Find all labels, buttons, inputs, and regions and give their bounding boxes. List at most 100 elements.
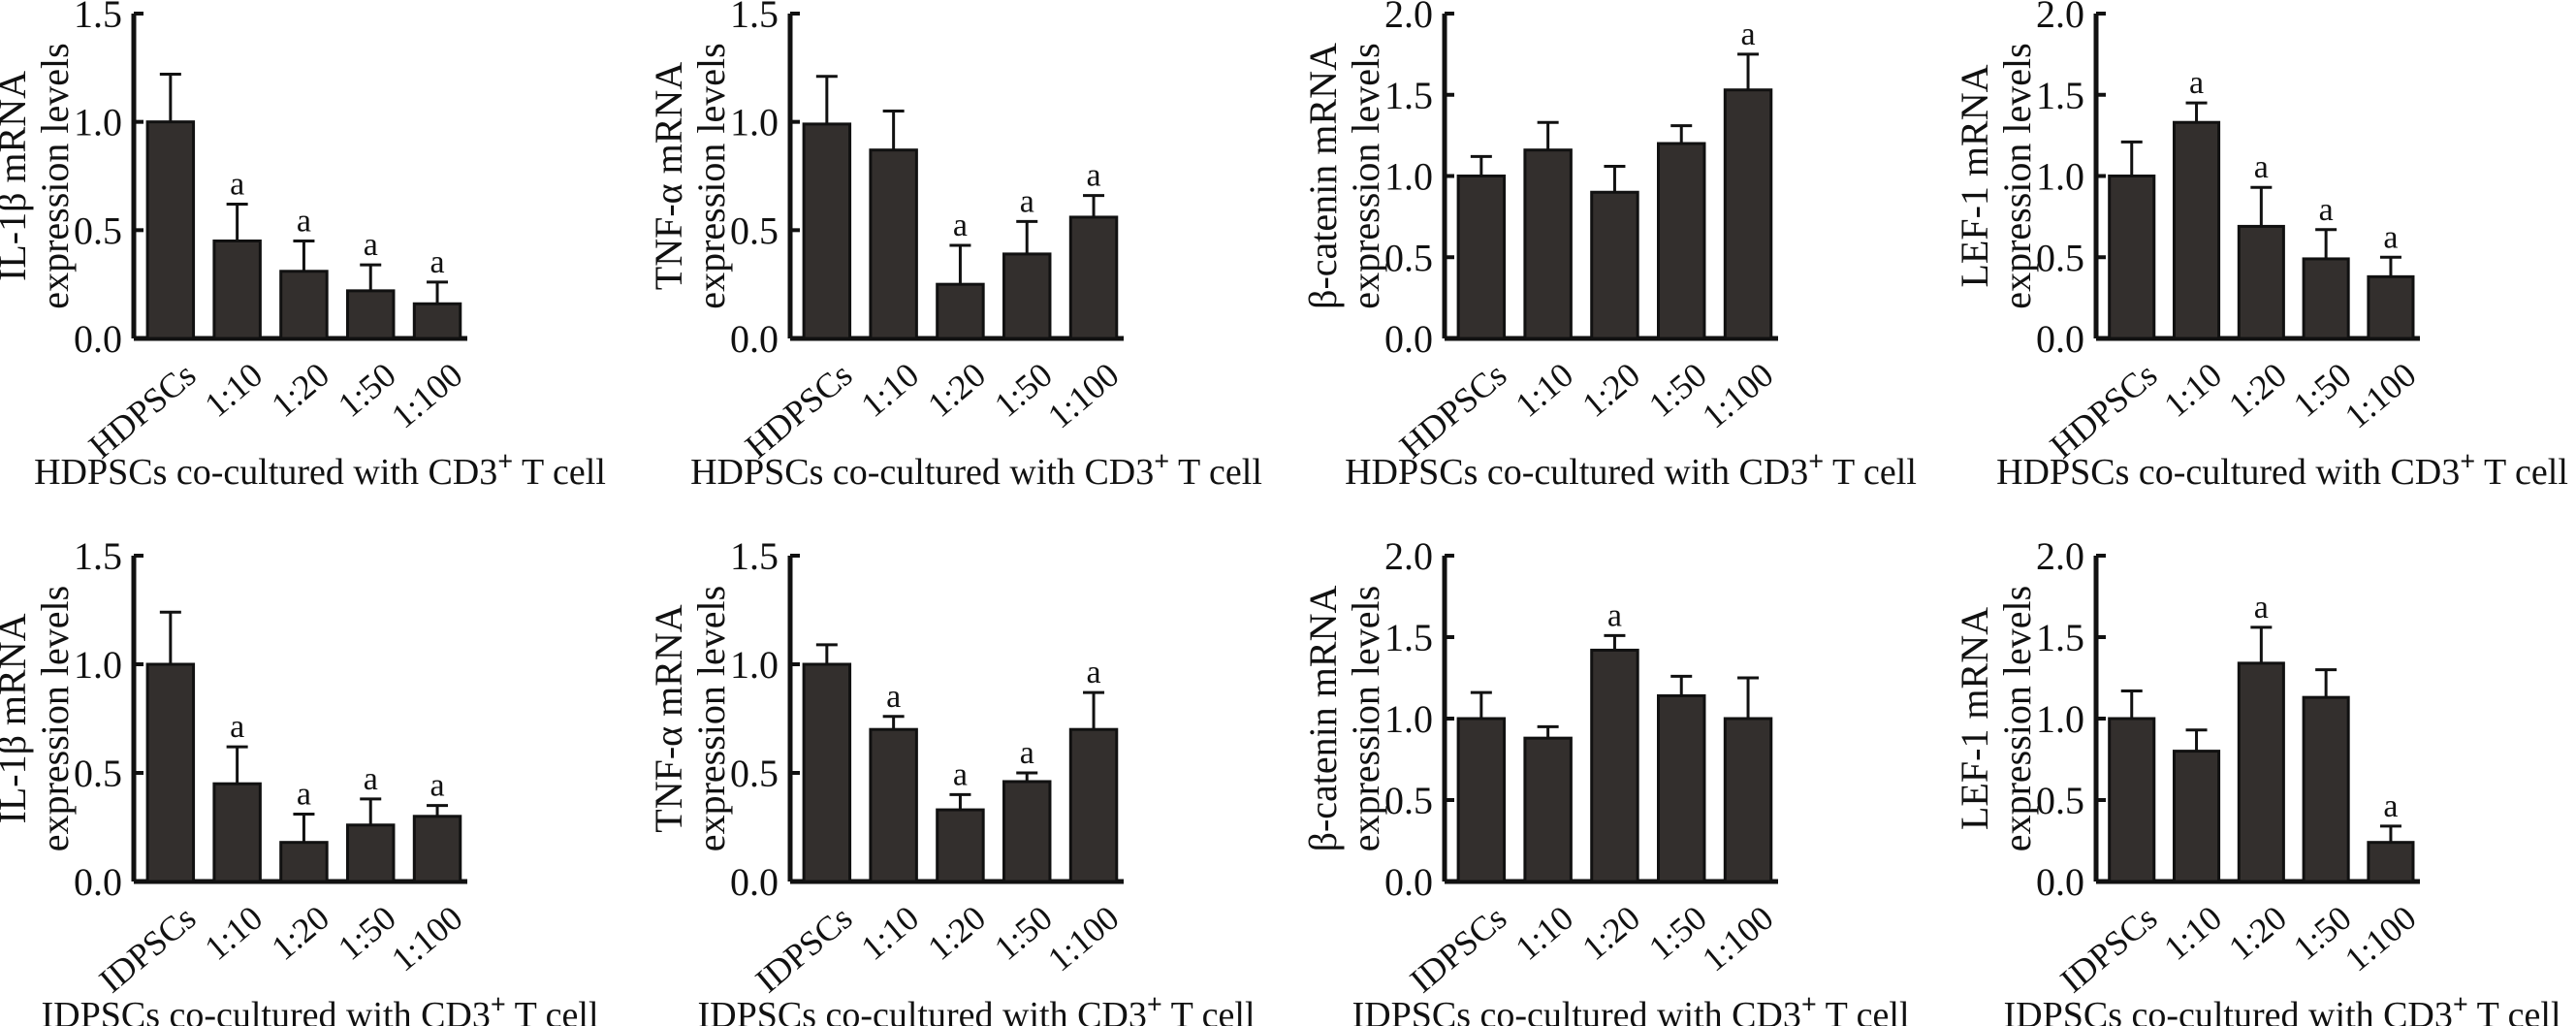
x-axis-title-main: HDPSCs co-cultured with CD3: [34, 452, 497, 493]
significance-label: a: [2254, 149, 2269, 185]
y-tick-label: 1.5: [74, 0, 122, 36]
bar: [1002, 252, 1052, 340]
y-axis-label-line2: expression levels: [689, 586, 733, 851]
bar: [1657, 693, 1706, 883]
y-tick-label: 0.5: [74, 752, 122, 795]
y-axis-label-line2: expression levels: [1344, 43, 1387, 308]
y-tick-label: 1.5: [730, 534, 779, 578]
y-tick-label: 0.0: [2036, 860, 2084, 904]
x-tick-label: 1:100: [1040, 898, 1127, 978]
x-axis-title-main: HDPSCs co-cultured with CD3: [690, 452, 1154, 493]
bar: [2367, 841, 2415, 883]
significance-label: a: [429, 244, 444, 280]
y-tick-label: 1.5: [1384, 616, 1433, 659]
x-tick-label: HDPSCs: [738, 355, 859, 465]
chart-panel-5: 0.0 0.5 1.0 1.5 IL-1β mRNA expression levels I…: [0, 534, 599, 1026]
significance-label: a: [2383, 788, 2398, 824]
bar: [412, 302, 462, 340]
bar: [1523, 736, 1573, 883]
y-tick-label: 0.0: [1384, 860, 1433, 904]
significance-label: a: [2254, 590, 2269, 625]
x-axis-title-superscript: +: [2453, 990, 2468, 1020]
x-axis-title: IDPSCs co-cultured with CD3+ T cell: [1352, 990, 1909, 1026]
significance-label: a: [297, 777, 311, 813]
x-axis-title-main: HDPSCs co-cultured with CD3: [1345, 452, 1808, 493]
y-tick-label: 1.0: [730, 643, 779, 687]
significance-label: a: [2189, 65, 2204, 101]
bar: [1523, 148, 1573, 340]
significance-label: a: [2319, 192, 2334, 228]
x-tick-label: IDPSCs: [2053, 898, 2165, 1000]
bar: [2237, 224, 2285, 340]
significance-label: a: [1740, 16, 1755, 52]
x-tick-label: 1:20: [1574, 898, 1647, 968]
y-tick-label: 0.0: [2036, 317, 2084, 361]
x-axis-title-tail: T cell: [2475, 452, 2568, 493]
bar: [212, 782, 262, 883]
x-tick-label: 1:100: [1695, 355, 1781, 435]
y-tick-label: 1.0: [730, 101, 779, 144]
significance-label: a: [886, 679, 901, 715]
y-axis-label-line1: IL-1β mRNA: [0, 613, 34, 823]
bar: [2172, 120, 2221, 340]
y-tick-label: 2.0: [1384, 0, 1433, 36]
bar: [936, 282, 985, 340]
bar: [869, 727, 918, 883]
significance-label: a: [1607, 597, 1622, 633]
x-axis-title-tail: T cell: [506, 995, 599, 1026]
x-tick-label: 1:100: [1695, 898, 1781, 978]
y-axis-label-line2: expression levels: [1995, 43, 2039, 308]
bar: [2237, 661, 2285, 883]
y-tick-label: 0.5: [730, 208, 779, 252]
x-axis-title-main: IDPSCs co-cultured with CD3: [41, 995, 490, 1026]
significance-label: a: [1086, 655, 1100, 690]
significance-label: a: [364, 761, 378, 797]
x-tick-label: 1:10: [197, 898, 270, 968]
x-tick-label: 1:10: [2156, 898, 2229, 968]
bar: [869, 148, 918, 340]
x-tick-label: 1:100: [384, 898, 470, 978]
x-tick-label: 1:20: [920, 355, 993, 425]
x-tick-label: 1:10: [2156, 355, 2229, 425]
y-axis-label-line1: LEF-1 mRNA: [1953, 64, 1996, 287]
significance-label: a: [297, 204, 311, 240]
x-tick-label: 1:20: [1574, 355, 1647, 425]
x-tick-label: 1:10: [1508, 898, 1580, 968]
x-axis-title-superscript: +: [1808, 447, 1824, 477]
y-axis-label-line2: expression levels: [689, 43, 733, 308]
significance-label: a: [429, 768, 444, 804]
x-axis-title-main: IDPSCs co-cultured with CD3: [697, 995, 1146, 1026]
y-tick-label: 0.5: [1384, 236, 1433, 279]
y-tick-label: 0.5: [1384, 779, 1433, 822]
y-axis-label-line1: TNF-α mRNA: [647, 62, 690, 291]
x-axis-title-tail: T cell: [1162, 995, 1256, 1026]
bar: [2367, 274, 2415, 340]
y-tick-label: 1.5: [2036, 74, 2084, 117]
significance-label: a: [953, 208, 968, 243]
x-tick-label: HDPSCs: [1392, 355, 1513, 465]
bar: [1002, 780, 1052, 883]
bar: [279, 270, 329, 340]
bar: [1590, 648, 1639, 883]
bar: [1590, 190, 1639, 340]
x-tick-label: 1:10: [853, 355, 926, 425]
bar: [145, 120, 196, 340]
x-axis-title-superscript: +: [1801, 990, 1817, 1020]
y-tick-label: 0.0: [730, 860, 779, 904]
chart-panel-8: 0.0 0.5 1.0 1.5 2.0 LEF-1 mRNA expression leve…: [1953, 534, 2561, 1026]
x-tick-label: 1:10: [853, 898, 926, 968]
y-tick-label: 1.0: [74, 101, 122, 144]
x-axis-title-tail: T cell: [513, 452, 606, 493]
bar: [145, 662, 196, 883]
x-axis-title: IDPSCs co-cultured with CD3+ T cell: [41, 990, 598, 1026]
x-axis-title-superscript: +: [2460, 447, 2475, 477]
bar: [279, 841, 329, 883]
bar: [936, 808, 985, 883]
x-tick-label: HDPSCs: [2043, 355, 2164, 465]
x-tick-label: IDPSCs: [92, 898, 204, 1000]
x-axis-title-tail: T cell: [1169, 452, 1262, 493]
y-axis-label-line2: expression levels: [1344, 586, 1387, 851]
y-axis-label-line1: TNF-α mRNA: [647, 604, 690, 833]
significance-label: a: [953, 756, 968, 792]
x-axis-title: HDPSCs co-cultured with CD3+ T cell: [34, 447, 606, 493]
